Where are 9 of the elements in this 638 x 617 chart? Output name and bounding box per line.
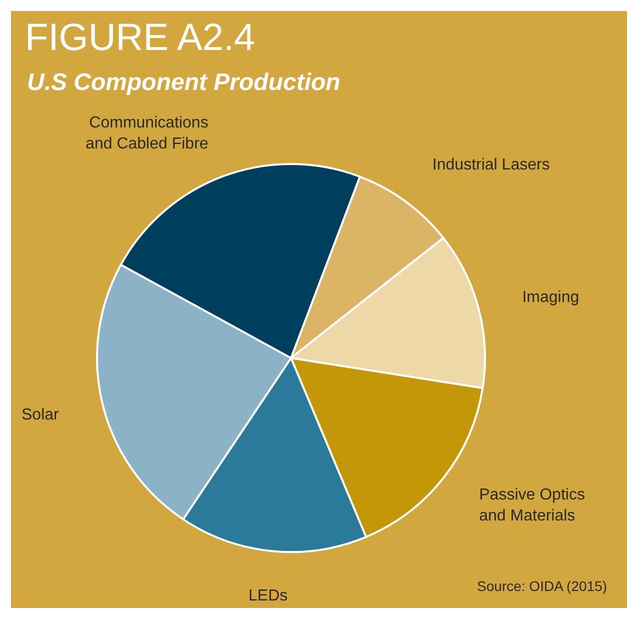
- source-note: Source: OIDA (2015): [477, 578, 607, 594]
- slice-label: Imaging: [522, 288, 580, 306]
- chart-subtitle: U.S Component Production: [27, 69, 340, 97]
- slice-label: Industrial Lasers: [432, 156, 550, 174]
- chart-title: FIGURE A2.4: [25, 17, 256, 60]
- slice-label: LEDs: [248, 587, 288, 604]
- slice-label: Passive Optics and Materials: [479, 486, 585, 524]
- slice-label: Communications and Cabled Fibre: [86, 114, 208, 153]
- slice-label: Solar: [22, 406, 60, 424]
